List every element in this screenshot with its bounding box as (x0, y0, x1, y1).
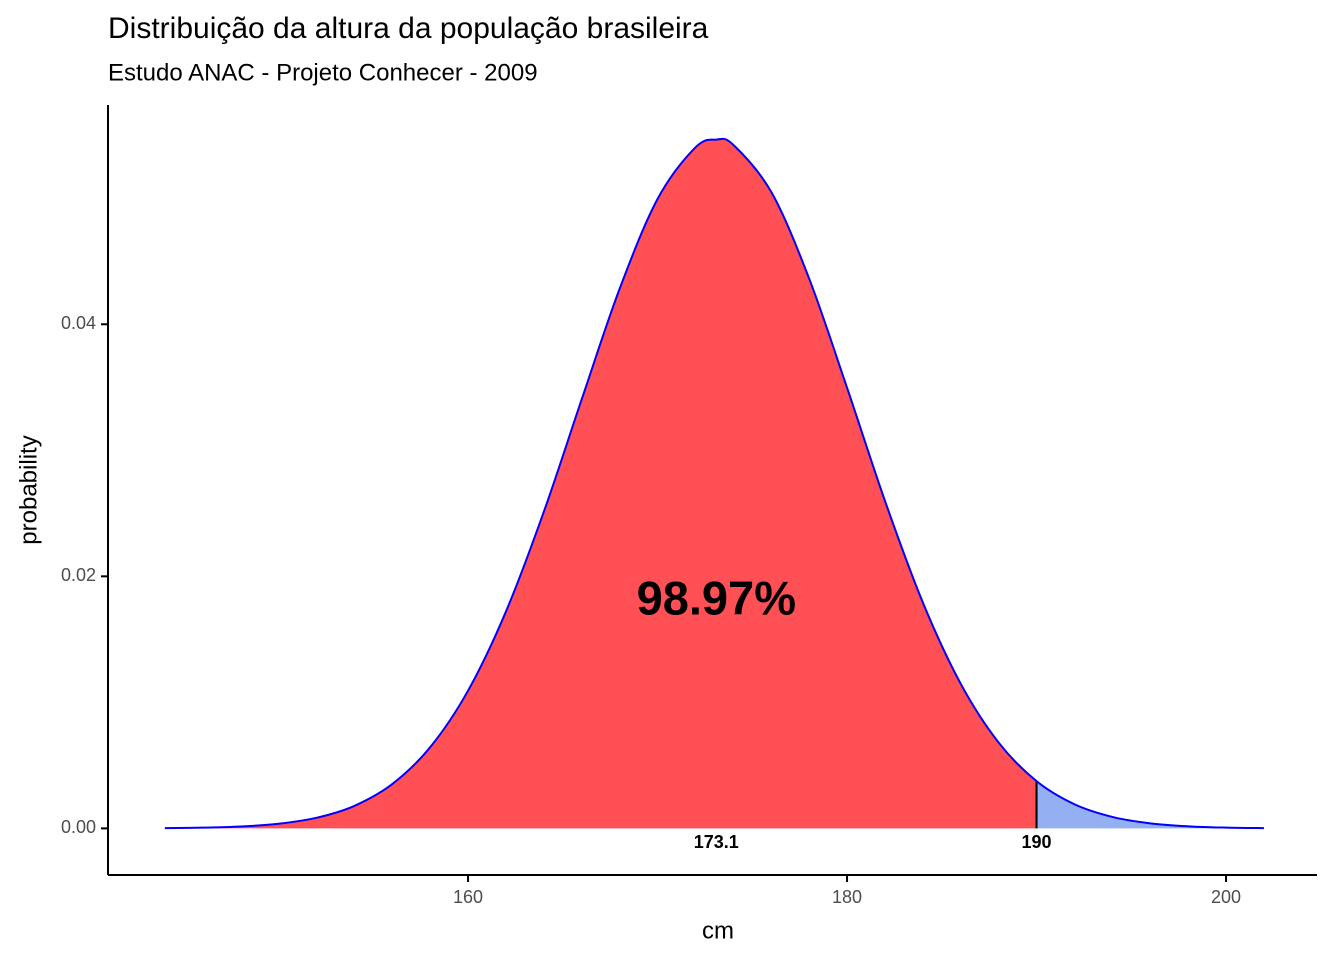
y-tick-label: 0.04 (61, 313, 96, 333)
chart-title: Distribuição da altura da população bras… (108, 12, 709, 45)
y-tick-label: 0.00 (61, 817, 96, 837)
area-main (164, 138, 1037, 829)
density-line (164, 137, 1264, 830)
chart-subtitle: Estudo ANAC - Projeto Conhecer - 2009 (108, 59, 538, 86)
x-tick-label: 200 (1211, 887, 1241, 907)
mean-label: 173.1 (694, 832, 739, 852)
area-tail (1036, 781, 1264, 829)
x-axis-label: cm (702, 917, 734, 944)
x-tick-label: 180 (832, 887, 862, 907)
x-tick-label: 160 (453, 887, 483, 907)
y-axis-label: probability (15, 435, 42, 544)
area-label: 98.97% (637, 571, 796, 624)
cutoff-label: 190 (1022, 832, 1052, 852)
y-tick-label: 0.02 (61, 565, 96, 585)
